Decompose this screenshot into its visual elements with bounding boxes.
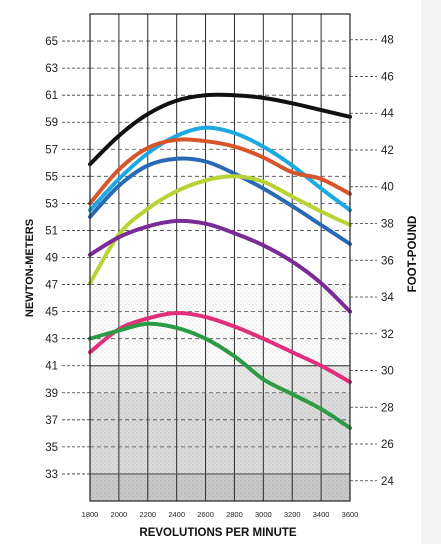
x-axis-title: REVOLUTIONS PER MINUTE <box>139 527 297 539</box>
right-tick-label: 38 <box>381 219 394 231</box>
series-line-3 <box>88 137 352 206</box>
y-axis-title-right: FOOT-POUND <box>407 216 419 293</box>
x-tick-label: 3400 <box>313 510 330 519</box>
series-line-6 <box>88 218 352 314</box>
shade-band-dark-dots <box>90 392 350 474</box>
right-tick-label: 30 <box>381 366 394 378</box>
series-line-7 <box>88 310 352 384</box>
left-tick-label: 43 <box>45 334 58 346</box>
right-tick-label: 32 <box>381 329 394 341</box>
left-tick-label: 51 <box>45 225 58 237</box>
x-tick-label: 3600 <box>342 510 359 519</box>
right-tick-label: 44 <box>381 108 394 120</box>
right-margin-strip <box>421 0 441 544</box>
left-axis-ticks: 33 35 37 39 41 43 45 47 49 51 53 55 57 59 61 63 65 <box>45 36 90 481</box>
x-tick-label: 2400 <box>168 510 185 519</box>
left-tick-label: 53 <box>45 198 58 210</box>
x-tick-label: 3200 <box>284 510 301 519</box>
x-tick-label: 2800 <box>226 510 243 519</box>
right-tick-label: 36 <box>381 255 394 267</box>
left-tick-label: 33 <box>45 469 58 481</box>
left-tick-label: 49 <box>45 253 58 265</box>
series-line-1 <box>88 92 352 167</box>
left-tick-label: 45 <box>45 307 58 319</box>
shade-band-darkest-dots <box>90 473 350 501</box>
x-tick-label: 2600 <box>197 510 214 519</box>
right-tick-label: 24 <box>381 476 394 488</box>
left-tick-label: 55 <box>45 171 58 183</box>
left-tick-label: 37 <box>45 415 58 427</box>
right-tick-label: 28 <box>381 402 394 414</box>
right-tick-label: 46 <box>381 71 394 83</box>
x-axis-ticks: 1800 2000 2200 2400 2600 2800 3000 3200 3400 3600 <box>82 510 359 519</box>
x-tick-label: 3000 <box>255 510 272 519</box>
x-tick-label: 1800 <box>82 510 99 519</box>
left-tick-label: 57 <box>45 144 58 156</box>
left-tick-label: 65 <box>45 36 58 48</box>
left-tick-label: 63 <box>45 63 58 75</box>
series-line-4 <box>88 156 352 246</box>
left-tick-label: 47 <box>45 280 58 292</box>
series-line-5 <box>88 174 352 286</box>
right-tick-label: 42 <box>381 145 394 157</box>
right-tick-label: 34 <box>381 292 394 304</box>
series-line-8 <box>88 321 352 430</box>
x-tick-label: 2000 <box>111 510 128 519</box>
right-axis-ticks: 24 26 28 30 32 34 36 38 40 42 44 46 48 <box>350 35 394 488</box>
right-tick-label: 48 <box>381 35 394 47</box>
left-tick-label: 61 <box>45 90 58 102</box>
x-tick-label: 2200 <box>139 510 156 519</box>
right-tick-label: 40 <box>381 182 394 194</box>
right-tick-label: 26 <box>381 439 394 451</box>
left-tick-label: 39 <box>45 388 58 400</box>
left-tick-label: 35 <box>45 442 58 454</box>
left-tick-label: 41 <box>45 361 58 373</box>
left-tick-label: 59 <box>45 117 58 129</box>
shade-band-mid-dots <box>90 365 350 393</box>
y-axis-title-left: NEWTON-METERS <box>24 219 36 317</box>
plot-series <box>88 92 352 430</box>
